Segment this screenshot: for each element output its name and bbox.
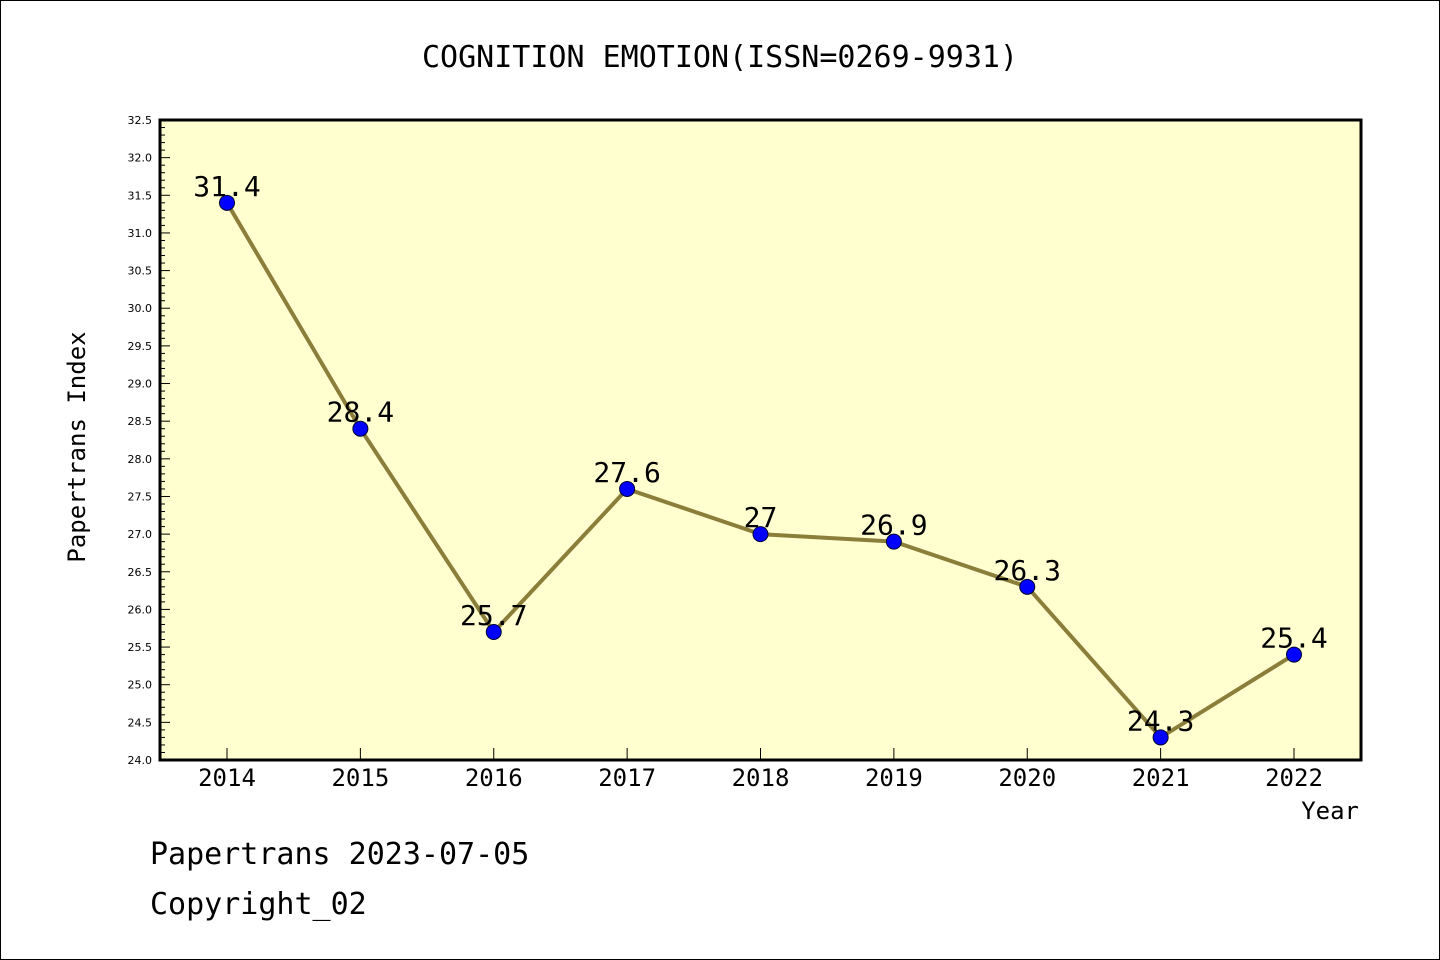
x-tick-label: 2017 — [598, 764, 656, 792]
data-label: 28.4 — [327, 396, 394, 429]
y-tick-label: 30.5 — [128, 265, 153, 278]
x-axis-label: Year — [1301, 797, 1359, 825]
x-tick-label: 2022 — [1265, 764, 1323, 792]
x-axis: 2014 2015 2016 2017 2018 2019 2020 2021 2022 — [198, 748, 1323, 792]
y-tick-label: 31.5 — [128, 189, 153, 202]
y-tick-label: 27.5 — [128, 490, 153, 503]
y-tick-label: 24.5 — [128, 716, 153, 729]
data-label: 27 — [744, 501, 778, 534]
data-point — [1019, 578, 1036, 595]
y-axis-label: Papertrans Index — [63, 331, 91, 562]
y-tick-label: 25.0 — [128, 679, 153, 692]
plot-area — [158, 118, 1363, 762]
x-tick-label: 2016 — [465, 764, 523, 792]
data-point — [485, 624, 502, 640]
data-labels: 31.4 28.4 25.7 27.6 27 26.9 26.3 24.3 25.4 — [193, 170, 1327, 738]
data-label: 31.4 — [193, 170, 260, 203]
data-point — [885, 533, 902, 550]
y-tick-label: 25.5 — [128, 641, 153, 654]
footer-copyright: Copyright_02 — [150, 887, 367, 922]
x-tick-label: 2020 — [998, 764, 1056, 792]
chart-title: COGNITION EMOTION(ISSN=0269-9931) — [422, 40, 1018, 75]
series-markers — [219, 194, 1302, 746]
y-tick-label: 32.5 — [128, 114, 153, 127]
y-tick-label: 29.0 — [128, 378, 153, 391]
y-tick-label: 27.0 — [128, 528, 153, 541]
y-tick-label: 29.5 — [128, 340, 153, 353]
data-point — [619, 480, 636, 497]
x-tick-label: 2019 — [865, 764, 923, 792]
y-tick-label: 28.5 — [128, 415, 153, 428]
footer-date: Papertrans 2023-07-05 — [150, 837, 529, 872]
y-axis: 24.0 24.5 25.0 25.5 26.0 26.5 27.0 27.5 28.0 28.5… — [128, 114, 170, 767]
y-tick-label: 30.0 — [128, 302, 153, 315]
data-label: 24.3 — [1127, 704, 1194, 737]
y-tick-label: 26.0 — [128, 603, 153, 616]
y-tick-label: 24.0 — [128, 754, 153, 767]
data-label: 25.7 — [460, 599, 527, 632]
data-point — [1152, 729, 1169, 746]
data-label: 26.9 — [860, 509, 927, 542]
data-label: 27.6 — [593, 456, 660, 489]
y-tick-label: 28.0 — [128, 453, 153, 466]
data-point — [752, 526, 769, 543]
data-label: 26.3 — [994, 554, 1061, 587]
y-tick-label: 31.0 — [128, 227, 153, 240]
x-tick-label: 2021 — [1132, 764, 1190, 792]
data-point — [1286, 646, 1302, 663]
y-tick-label: 26.5 — [128, 566, 153, 579]
data-label: 25.4 — [1260, 622, 1327, 655]
x-tick-label: 2015 — [331, 764, 389, 792]
data-point — [352, 420, 369, 437]
data-point — [219, 194, 235, 211]
x-tick-label: 2014 — [198, 764, 256, 792]
x-tick-label: 2018 — [732, 764, 790, 792]
y-tick-label: 32.0 — [128, 152, 153, 165]
